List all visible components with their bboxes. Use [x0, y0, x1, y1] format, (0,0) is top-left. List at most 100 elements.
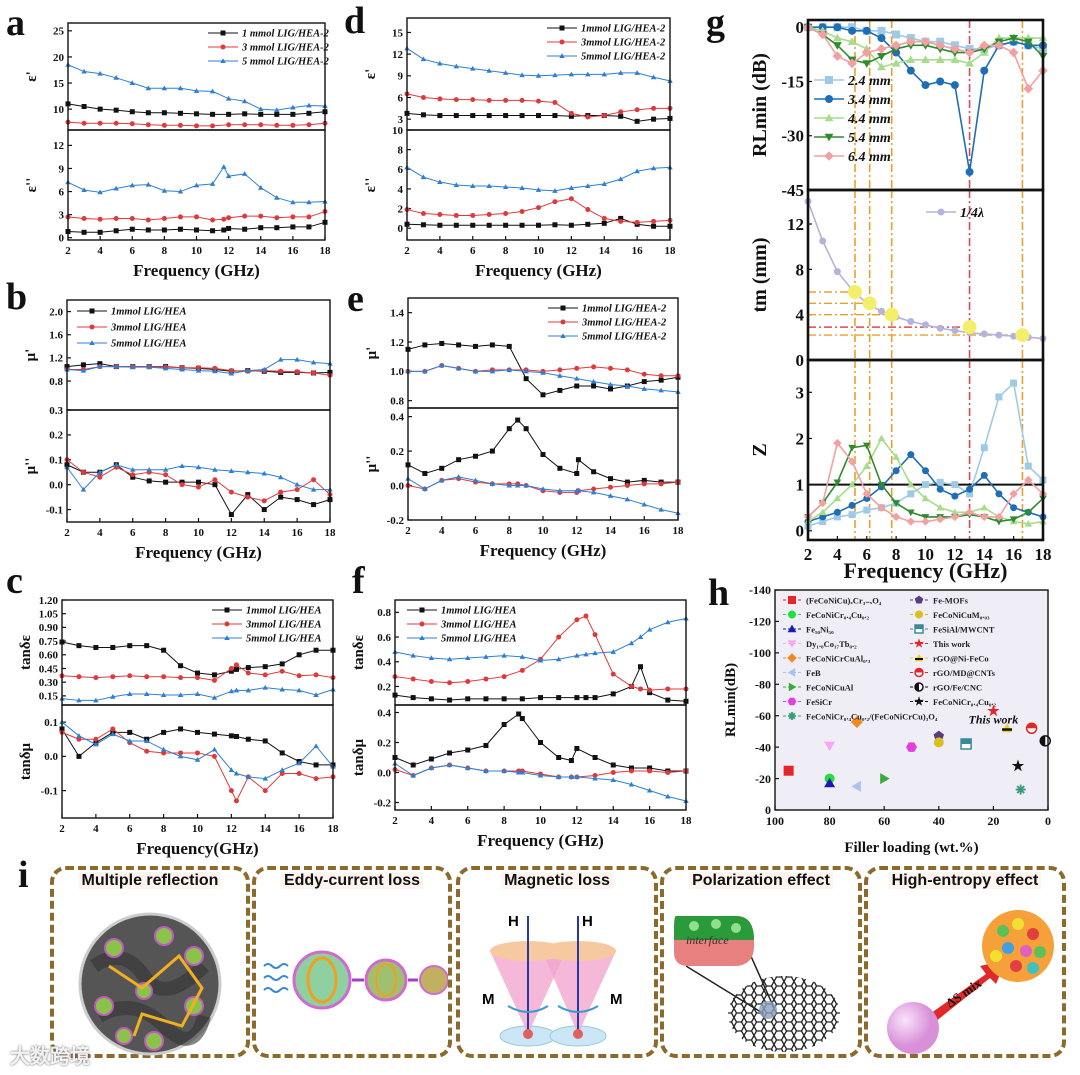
y-tick-label: 3 — [796, 383, 805, 402]
data-point — [523, 426, 529, 432]
series-1-4- — [804, 197, 1047, 342]
data-point — [628, 640, 635, 646]
x-axis-label: Frequency (GHz) — [480, 541, 607, 560]
data-point — [245, 670, 251, 676]
x-tick-label: 14 — [255, 245, 267, 257]
data-point — [258, 106, 264, 112]
data-point — [410, 676, 416, 682]
data-point — [634, 107, 640, 113]
data-point — [824, 777, 836, 788]
x-tick-label: 14 — [259, 527, 271, 539]
data-point — [195, 675, 200, 681]
series-1-mmol-lig-hea-2 — [65, 101, 328, 117]
y-tick-label: 4 — [796, 306, 805, 325]
data-point — [557, 372, 563, 378]
moment-label-m: M — [482, 991, 495, 1008]
data-point — [628, 781, 635, 787]
data-point — [313, 762, 319, 768]
data-point — [470, 97, 476, 103]
data-point — [935, 40, 945, 51]
data-point — [277, 356, 284, 362]
chart-e_top: 0.8 1.0 1.2 1.4 μ' 1mmol LIG/HEA-2 3mmol LIG/H… — [364, 297, 681, 409]
data-point — [535, 187, 542, 192]
data-point — [1010, 379, 1018, 387]
x-tick-label: 16 — [632, 245, 644, 257]
data-point — [1023, 83, 1034, 94]
data-point — [833, 494, 842, 502]
x-tick-label: 4 — [97, 245, 103, 257]
eddy-current-illustration — [263, 950, 448, 1010]
data-point — [585, 114, 591, 120]
data-point — [568, 222, 574, 228]
legend-marker — [914, 696, 924, 706]
data-point — [610, 770, 616, 775]
data-point — [568, 758, 574, 763]
data-point — [950, 81, 959, 90]
y-tick-label: -0.2 — [374, 797, 392, 809]
y-tick-label: 0.30 — [39, 677, 59, 689]
plot-frame — [61, 704, 334, 819]
legend-label: 1mmol LIG/HEA — [246, 606, 322, 617]
legend-label: 1/4λ — [960, 206, 984, 221]
data-point — [110, 674, 116, 680]
data-point — [519, 97, 525, 103]
data-point — [279, 686, 285, 692]
data-point — [274, 122, 280, 128]
chart-a_top: 10 15 20 25 ε' 1 mmol LIG/HEA-2 3 mmol LIG/HEA… — [24, 22, 330, 131]
data-point — [145, 181, 152, 187]
data-point — [470, 222, 476, 228]
data-point — [591, 364, 597, 370]
data-point — [161, 122, 167, 128]
data-point — [483, 654, 489, 659]
data-point — [161, 188, 168, 193]
legend-marker — [559, 25, 565, 31]
mechanism-magnetic-loss: Magnetic loss H H M M — [456, 866, 658, 1058]
y-tick-label: 1.05 — [39, 609, 59, 621]
data-point — [245, 367, 251, 373]
data-point — [97, 189, 103, 195]
data-point — [634, 118, 640, 124]
data-point — [538, 695, 543, 701]
data-point — [296, 673, 302, 679]
data-point — [641, 481, 647, 487]
data-point — [145, 122, 151, 128]
data-point — [965, 59, 974, 67]
data-point — [833, 513, 841, 521]
series-feconicr-cu-feconicrcu-o- — [1015, 784, 1026, 795]
y-tick-label: 0.0 — [44, 751, 58, 763]
data-point — [557, 367, 563, 373]
series-1mmol-lig-hea — [392, 664, 689, 704]
data-point — [877, 307, 885, 315]
data-point — [262, 664, 268, 670]
series-line — [61, 687, 334, 701]
data-point — [936, 324, 944, 332]
data-point — [76, 736, 82, 742]
data-point — [447, 750, 453, 756]
y-tick-label: 1.6 — [49, 330, 63, 342]
data-point — [453, 97, 459, 103]
data-point — [279, 770, 285, 776]
data-point — [624, 383, 631, 388]
data-point — [833, 23, 842, 32]
data-point — [212, 477, 218, 483]
data-point — [591, 469, 597, 475]
data-point — [420, 56, 427, 62]
data-point — [665, 619, 671, 625]
data-point — [536, 222, 541, 228]
data-point — [555, 656, 562, 662]
data-point — [470, 212, 476, 218]
y-tick-label: 0 — [398, 223, 404, 235]
mechanism-eddy-current: Eddy-current loss — [252, 866, 452, 1058]
data-point — [226, 215, 232, 221]
data-point — [966, 490, 974, 498]
data-point — [161, 647, 167, 653]
data-point — [574, 746, 580, 751]
legend-marker — [89, 340, 95, 345]
data-point — [290, 111, 296, 117]
x-tick-label: 16 — [1005, 545, 1022, 564]
data-point — [143, 738, 150, 743]
x-tick-label: 4 — [833, 545, 842, 564]
data-point — [951, 508, 959, 516]
x-tick-label: 20 — [987, 814, 999, 828]
